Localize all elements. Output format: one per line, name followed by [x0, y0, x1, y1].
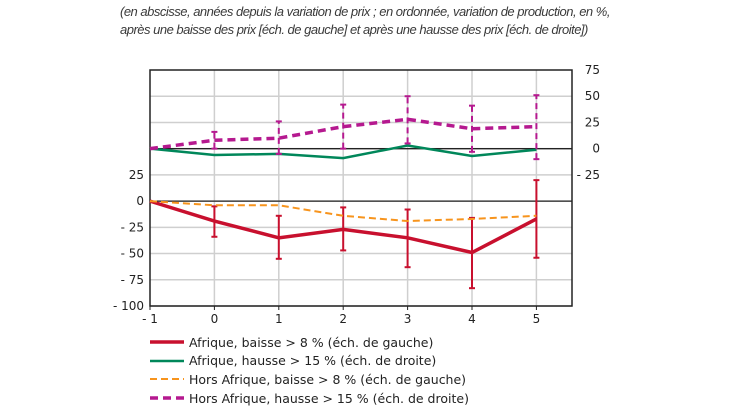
y-left-tick-label: 0	[136, 194, 144, 208]
x-tick-label: 3	[404, 312, 412, 326]
legend-swatch	[150, 340, 184, 344]
y-left-tick-label: - 75	[121, 273, 144, 287]
x-tick-label: 0	[211, 312, 219, 326]
legend-item: Hors Afrique, baisse > 8 % (éch. de gauc…	[150, 370, 466, 388]
y-left-tick-label: - 100	[113, 299, 144, 313]
y-left-tick-label: - 25	[121, 220, 144, 234]
y-right-tick-label: 25	[585, 115, 600, 129]
legend-item: Afrique, hausse > 15 % (éch. de droite)	[150, 352, 436, 370]
legend-swatch	[150, 378, 184, 381]
legend-label: Hors Afrique, baisse > 8 % (éch. de gauc…	[189, 371, 467, 387]
legend-label: Hors Afrique, hausse > 15 % (éch. de dro…	[189, 390, 469, 406]
legend-item: Afrique, baisse > 8 % (éch. de gauche)	[150, 333, 433, 351]
legend-swatch	[150, 359, 184, 362]
x-tick-label: 1	[275, 312, 283, 326]
plot-area: - 1 0 1 2 3 4 5 25 0 - 25 - 50 - 75 - 100 75 50 25 0 - 25	[113, 63, 600, 326]
legend-label: Afrique, baisse > 8 % (éch. de gauche)	[189, 334, 434, 350]
y-right-tick-label: 50	[585, 89, 600, 103]
y-right-tick-label: - 25	[577, 168, 600, 182]
plot-frame	[149, 69, 573, 307]
x-tick-label: - 1	[142, 312, 158, 326]
legend-item: Hors Afrique, hausse > 15 % (éch. de dro…	[150, 389, 469, 407]
legend-label: Afrique, hausse > 15 % (éch. de droite)	[189, 353, 437, 369]
legend-swatch	[150, 396, 184, 400]
x-tick-label: 4	[468, 312, 476, 326]
y-right-tick-label: 0	[592, 142, 600, 156]
y-left-tick-label: 25	[129, 168, 144, 182]
x-tick-label: 2	[339, 312, 347, 326]
y-right-tick-label: 75	[585, 63, 600, 77]
x-tick-label: 5	[533, 312, 541, 326]
chart-subtitle-line-1: (en abscisse, années depuis la variation…	[120, 4, 610, 19]
y-left-tick-label: - 50	[121, 247, 144, 261]
chart-subtitle-line-2: après une baisse des prix [éch. de gauch…	[120, 22, 588, 37]
